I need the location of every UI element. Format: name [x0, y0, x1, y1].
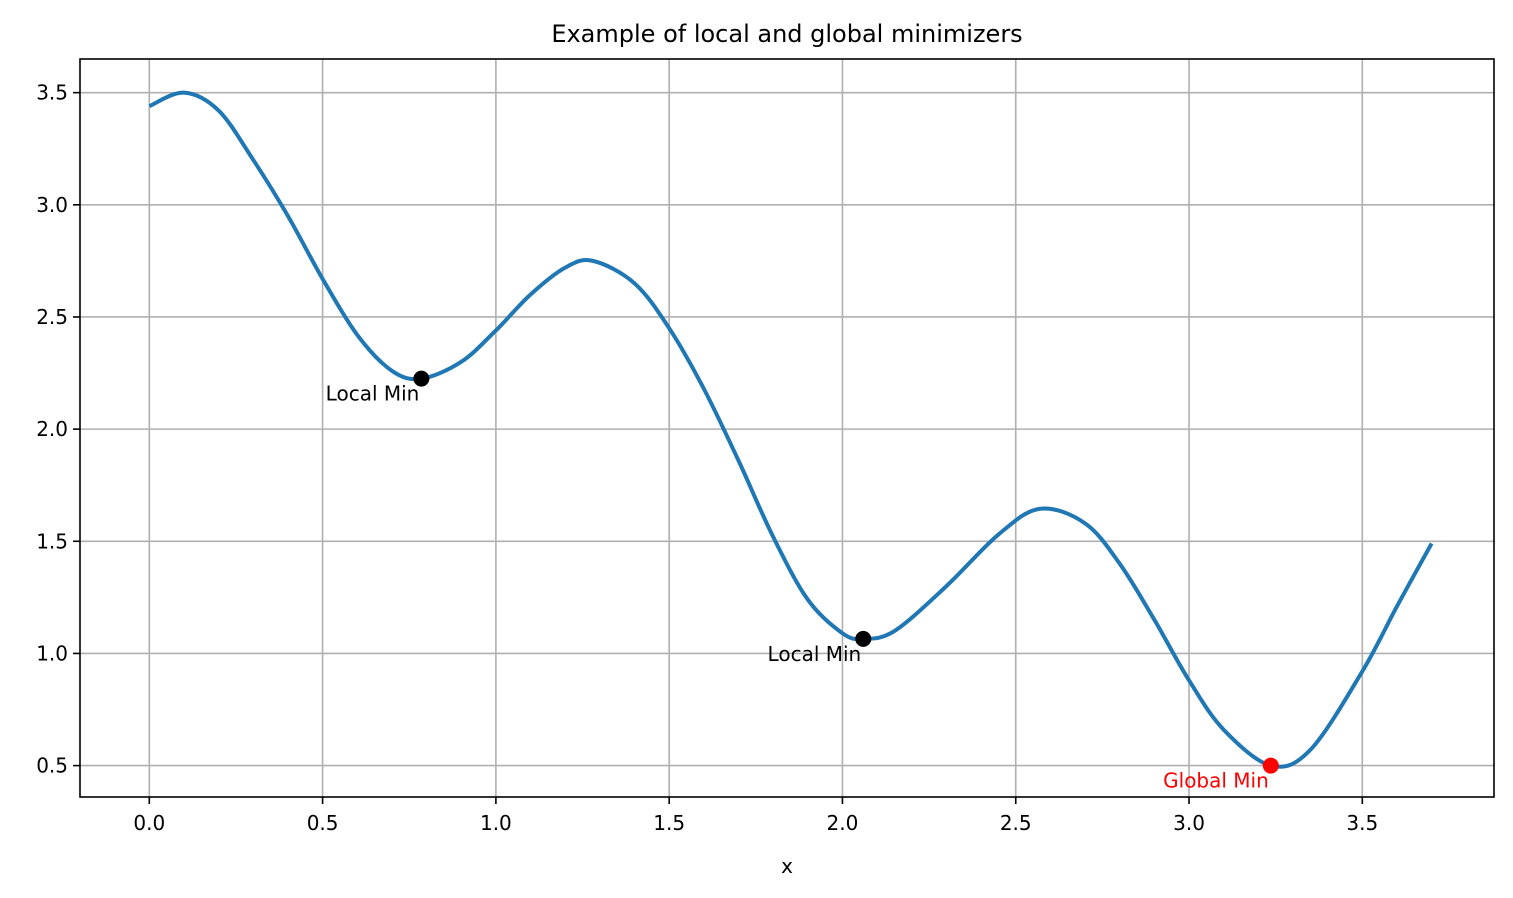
- minimum-point: [413, 370, 430, 387]
- plot-frame: [79, 58, 1495, 798]
- x-tick-label: 0.5: [307, 811, 339, 835]
- y-tick-label: 1.5: [36, 529, 68, 553]
- x-tick-label: 1.5: [653, 811, 685, 835]
- y-tick-label: 3.0: [36, 193, 68, 217]
- x-axis-label: x: [781, 854, 793, 878]
- x-tick-label: 1.0: [480, 811, 512, 835]
- y-tick-label: 2.5: [36, 305, 68, 329]
- y-tick-label: 1.0: [36, 641, 68, 665]
- x-tick-label: 0.0: [133, 811, 165, 835]
- minimum-point: [855, 630, 872, 647]
- minimum-label: Global Min: [1163, 769, 1269, 793]
- ticks: 0.0 0.5 1.0 1.5 2.0 2.5 3.0 3.5 0.5 1.0 1.5 2.0 2.5 3…: [36, 81, 1378, 835]
- curve-layer: [148, 90, 1434, 769]
- grid: [80, 59, 1494, 797]
- minimum-label: Local Min: [768, 642, 862, 666]
- y-tick-label: 0.5: [36, 754, 68, 778]
- x-tick-label: 3.0: [1173, 811, 1205, 835]
- chart-title: Example of local and global minimizers: [551, 20, 1022, 48]
- points-layer: Local Min Local Min Global Min: [326, 370, 1279, 793]
- x-tick-label: 2.0: [827, 811, 859, 835]
- x-tick-label: 3.5: [1346, 811, 1378, 835]
- y-tick-label: 3.5: [36, 81, 68, 105]
- minimum-point: [1262, 757, 1279, 774]
- minimum-label: Local Min: [326, 382, 420, 406]
- x-tick-label: 2.5: [1000, 811, 1032, 835]
- series-line: [148, 90, 1434, 769]
- y-tick-label: 2.0: [36, 417, 68, 441]
